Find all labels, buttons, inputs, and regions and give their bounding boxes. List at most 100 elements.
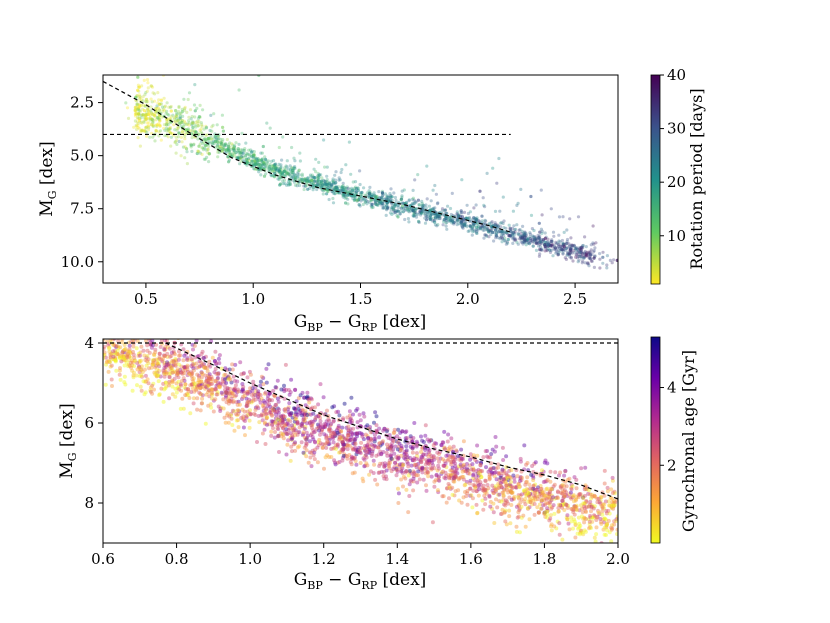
colorbar-tick-label: 10 (667, 227, 686, 245)
scatter-point (331, 418, 336, 423)
scatter-point (577, 255, 581, 259)
scatter-point (462, 223, 467, 227)
scatter-point (448, 218, 452, 222)
scatter-point (350, 446, 355, 451)
scatter-point (399, 453, 404, 458)
scatter-point (423, 212, 428, 216)
scatter-point (116, 339, 121, 344)
scatter-point (273, 409, 278, 414)
scatter-point (221, 129, 225, 133)
scatter-point (410, 439, 415, 444)
scatter-point (488, 467, 493, 472)
scatter-point (163, 380, 168, 385)
scatter-point (315, 445, 320, 450)
scatter-point (277, 169, 281, 173)
scatter-point (258, 167, 262, 171)
scatter-point (224, 381, 229, 385)
scatter-point (611, 503, 616, 508)
scatter-point (437, 214, 441, 218)
scatter-point (428, 438, 433, 443)
scatter-point (341, 193, 345, 197)
scatter-point (349, 434, 354, 439)
scatter-point (326, 189, 330, 193)
scatter-point (370, 449, 375, 454)
scatter-point (383, 192, 387, 196)
scatter-point (524, 236, 529, 240)
scatter-point (545, 509, 550, 514)
scatter-point (157, 116, 161, 120)
scatter-point (314, 157, 318, 161)
scatter-point (490, 488, 495, 493)
scatter-point (427, 462, 432, 467)
scatter-point (144, 112, 148, 117)
scatter-point (459, 209, 463, 213)
scatter-point (343, 185, 347, 190)
scatter-point (154, 107, 158, 111)
scatter-point (546, 494, 551, 499)
scatter-point (428, 217, 432, 221)
scatter-point (176, 370, 180, 375)
scatter-point (385, 201, 389, 205)
scatter-point (513, 238, 518, 242)
scatter-point (395, 210, 399, 214)
scatter-point (217, 353, 222, 358)
scatter-point (114, 344, 119, 349)
scatter-point (238, 156, 242, 160)
scatter-point (592, 265, 597, 269)
scatter-point (310, 173, 314, 177)
scatter-point (197, 373, 201, 378)
scatter-point (210, 381, 215, 386)
scatter-point (610, 478, 615, 483)
scatter-point (348, 460, 353, 465)
scatter-point (272, 166, 276, 170)
scatter-point (387, 199, 391, 203)
scatter-point (429, 438, 434, 443)
scatter-point (589, 243, 593, 247)
scatter-point (122, 363, 127, 368)
scatter-point (311, 182, 315, 186)
scatter-point (258, 158, 262, 162)
scatter-point (324, 185, 328, 189)
scatter-point (323, 422, 328, 427)
scatter-point (557, 532, 562, 537)
scatter-point (222, 373, 227, 378)
scatter-point (274, 167, 278, 171)
scatter-point (143, 112, 148, 117)
scatter-point (164, 126, 168, 130)
scatter-point (581, 501, 586, 506)
scatter-point (426, 458, 431, 463)
scatter-point (337, 178, 341, 182)
scatter-point (405, 200, 409, 204)
scatter-point (593, 246, 597, 250)
scatter-point (490, 220, 494, 224)
scatter-point (380, 201, 384, 206)
scatter-point (574, 507, 578, 512)
scatter-point (543, 244, 547, 248)
scatter-point (394, 455, 399, 460)
scatter-point (280, 158, 284, 162)
scatter-point (185, 373, 190, 378)
scatter-point (303, 179, 307, 183)
top-x-ticks: 0.5 1.0 1.5 2.0 2.5 (134, 283, 587, 308)
scatter-point (196, 149, 200, 153)
scatter-point (577, 521, 582, 526)
scatter-point (290, 166, 294, 171)
scatter-point (252, 167, 256, 171)
scatter-point (497, 478, 502, 483)
scatter-point (589, 515, 594, 520)
scatter-point (150, 111, 154, 115)
scatter-point (493, 435, 498, 439)
scatter-point (277, 169, 281, 173)
scatter-point (330, 434, 335, 439)
scatter-point (594, 525, 599, 530)
scatter-point (347, 409, 352, 414)
scatter-point (103, 355, 108, 360)
scatter-point (135, 94, 139, 98)
scatter-point (293, 183, 298, 187)
scatter-point (569, 250, 573, 254)
scatter-point (537, 254, 542, 258)
scatter-point (574, 505, 579, 510)
scatter-point (485, 228, 489, 232)
scatter-point (243, 419, 247, 423)
scatter-point (592, 256, 596, 260)
